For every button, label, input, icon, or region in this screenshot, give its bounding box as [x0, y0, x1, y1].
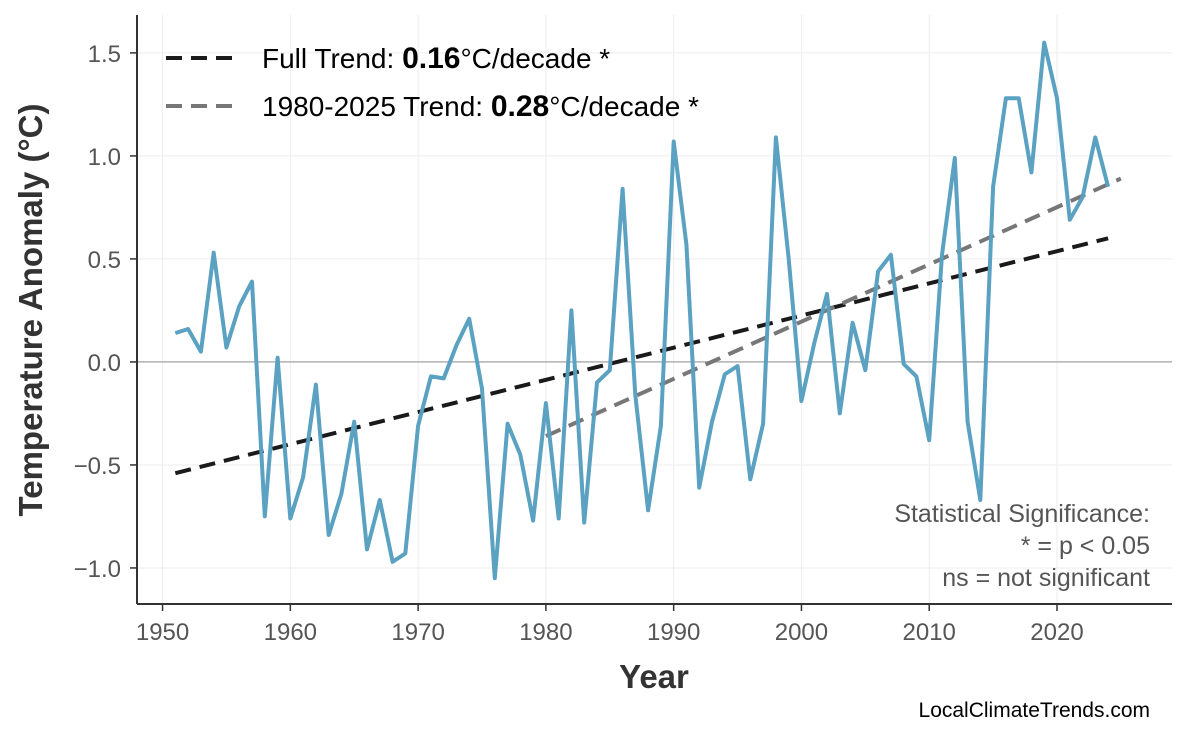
x-tick-label: 1950 [136, 619, 189, 646]
ticks: 1950 1960 1970 1980 1990 2000 2010 2020 −1.0 −0.5… [74, 41, 1084, 646]
x-tick-label: 2020 [1030, 619, 1083, 646]
x-tick-label: 1970 [391, 619, 444, 646]
legend: Full Trend: 0.16°C/decade *1980-2025 Tre… [166, 42, 699, 123]
y-tick-label: −1.0 [74, 556, 121, 583]
trend-lines [174, 176, 1122, 476]
x-tick-label: 2000 [775, 619, 828, 646]
legend-suffix: °C/decade * [460, 43, 610, 74]
annotation-line: Statistical Significance: [894, 500, 1150, 528]
legend-prefix: Full Trend: [262, 43, 402, 74]
legend-suffix: °C/decade * [549, 91, 699, 122]
x-tick-label: 2010 [903, 619, 956, 646]
series-line [174, 40, 1111, 581]
y-tick-label: 0.5 [88, 247, 121, 274]
annotation-line: ns = not significant [942, 564, 1150, 592]
y-tick-label: 0.0 [88, 350, 121, 377]
trend-line [174, 236, 1109, 476]
legend-prefix: 1980-2025 Trend: [262, 91, 491, 122]
x-tick-label: 1960 [264, 619, 317, 646]
y-tick-label: 1.0 [88, 144, 121, 171]
x-tick-label: 1990 [647, 619, 700, 646]
credit: LocalClimateTrends.com [919, 699, 1150, 722]
legend-entry: Full Trend: 0.16°C/decade * [262, 42, 610, 75]
x-tick-label: 1980 [519, 619, 572, 646]
legend-value: 0.16 [402, 42, 460, 75]
legend-value: 0.28 [491, 90, 549, 123]
y-tick-label: 1.5 [88, 41, 121, 68]
annotation-line: * = p < 0.05 [1021, 532, 1150, 560]
significance-annotation: Statistical Significance: * = p < 0.05 n… [894, 500, 1150, 592]
legend-entry: 1980-2025 Trend: 0.28°C/decade * [262, 90, 699, 123]
trend-line [545, 176, 1122, 438]
y-axis-label: Temperature Anomaly (°C) [12, 104, 49, 517]
axes [136, 15, 1172, 605]
x-axis-label: Year [619, 658, 689, 695]
y-tick-label: −0.5 [74, 453, 121, 480]
